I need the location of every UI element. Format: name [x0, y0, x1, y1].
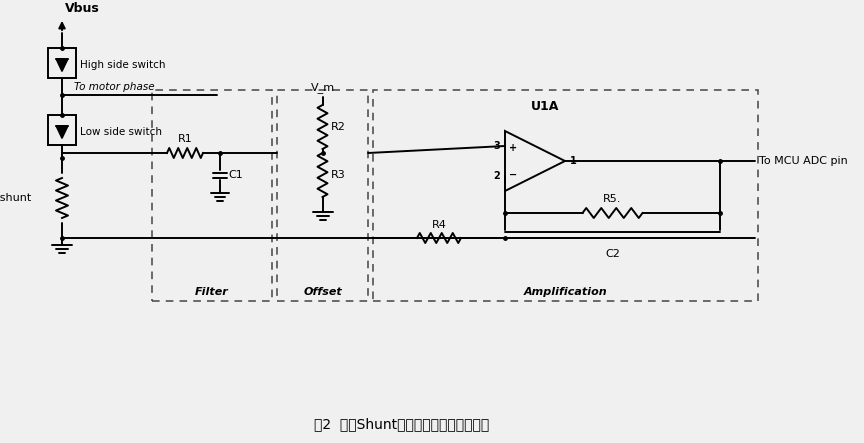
Bar	[373, 90, 758, 301]
Text: To MCU ADC pin: To MCU ADC pin	[759, 156, 848, 166]
Polygon shape	[56, 126, 68, 138]
Text: Low side switch: Low side switch	[80, 127, 162, 137]
Text: Offset: Offset	[303, 287, 342, 297]
Text: Vbus: Vbus	[65, 2, 99, 15]
Bar	[277, 90, 368, 301]
Text: Filter: Filter	[195, 287, 229, 297]
Text: 3: 3	[493, 141, 500, 151]
Text: 1: 1	[570, 156, 577, 166]
Text: 图2  常用Shunt电阻电流检测电路原理图: 图2 常用Shunt电阻电流检测电路原理图	[314, 417, 490, 431]
Text: C1: C1	[228, 170, 243, 180]
Polygon shape	[56, 59, 68, 71]
Text: V_m: V_m	[310, 82, 334, 93]
Text: R2: R2	[331, 122, 346, 132]
Text: 2: 2	[493, 171, 500, 181]
Text: Rshunt: Rshunt	[0, 193, 32, 203]
Text: Amplification: Amplification	[524, 287, 607, 297]
Text: R3: R3	[331, 170, 346, 180]
Text: R5.: R5.	[603, 194, 622, 204]
Text: High side switch: High side switch	[80, 60, 166, 70]
Text: −: −	[509, 170, 517, 179]
Text: R1: R1	[178, 134, 193, 144]
Text: C2: C2	[605, 249, 620, 259]
Bar	[48, 48, 76, 78]
Text: U1A: U1A	[530, 100, 559, 113]
Bar	[48, 115, 76, 145]
Bar	[152, 90, 272, 301]
Text: +: +	[509, 143, 517, 152]
Text: R4: R4	[431, 220, 447, 230]
Text: To motor phase: To motor phase	[74, 82, 155, 92]
